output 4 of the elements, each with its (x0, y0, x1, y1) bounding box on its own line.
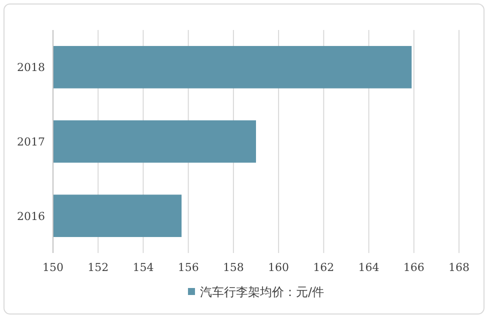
legend-label: 汽车行李架均价：元/件 (200, 285, 324, 299)
y-tick-label: 2018 (17, 61, 45, 74)
y-tick-label: 2016 (17, 210, 45, 223)
y-tick-label: 2017 (17, 136, 45, 148)
